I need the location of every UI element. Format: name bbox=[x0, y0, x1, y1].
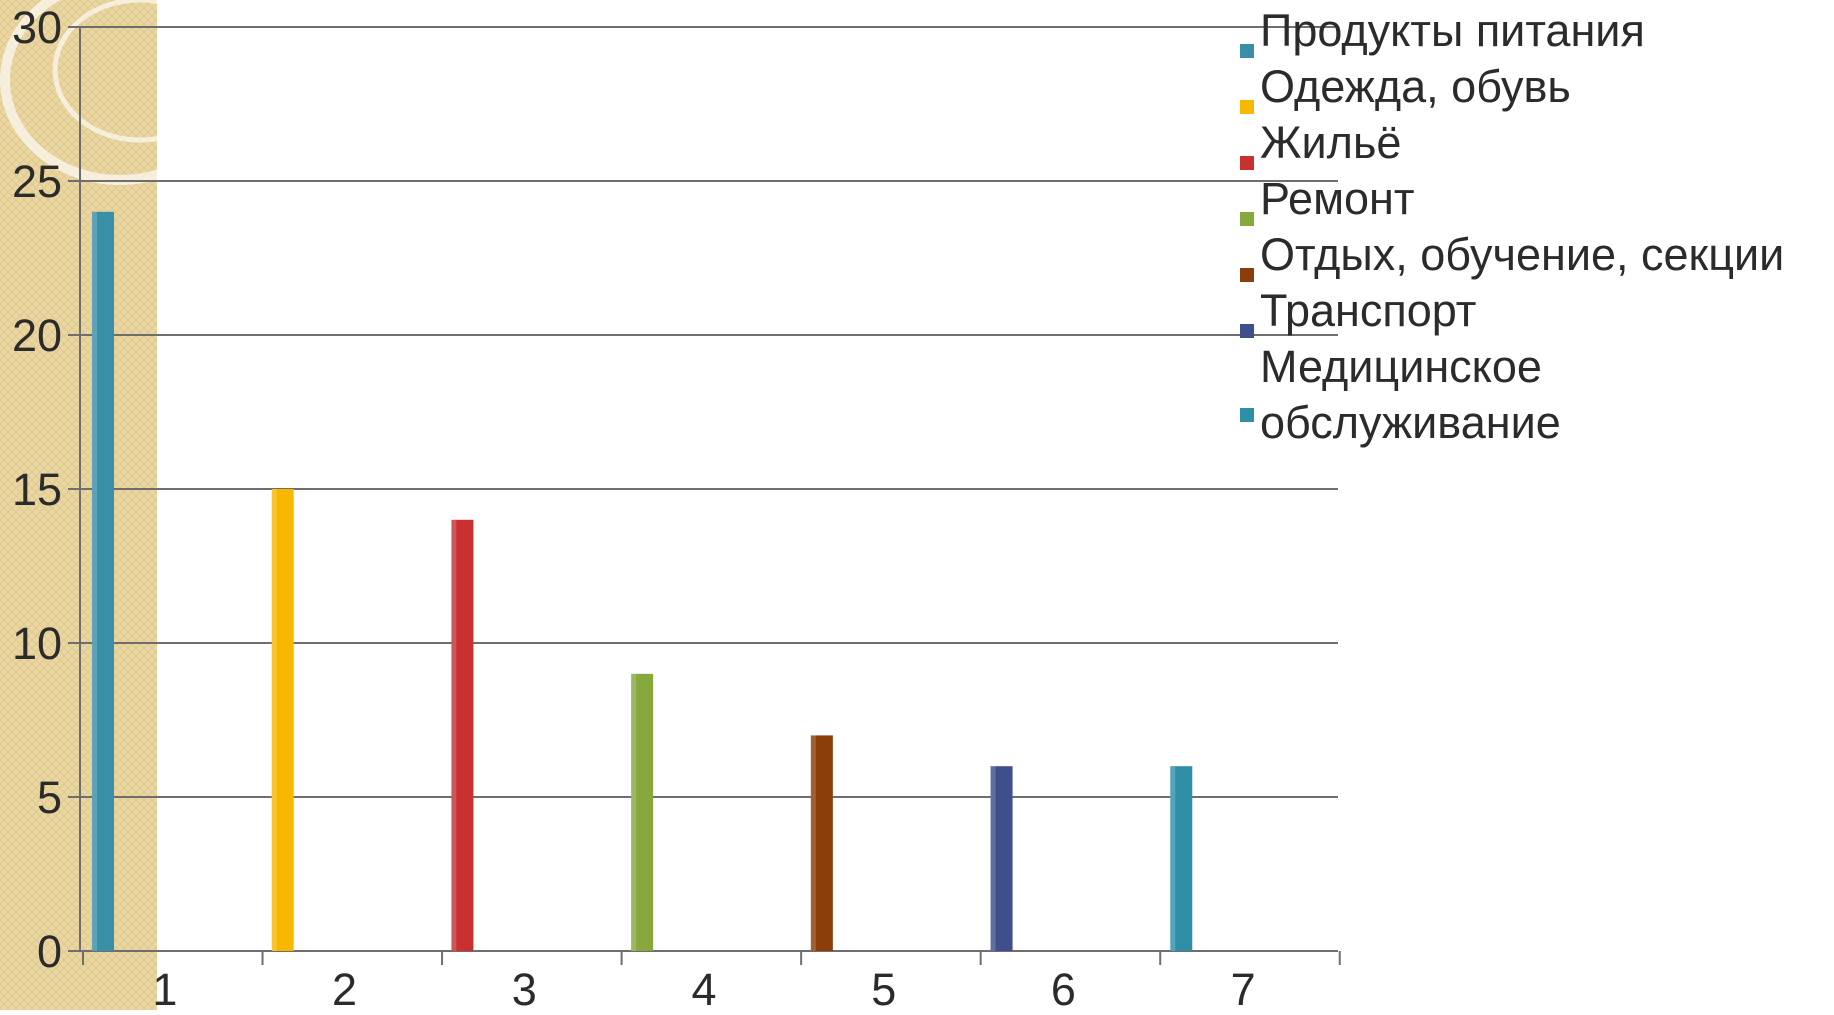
x-tick-labels: 1 2 3 4 5 6 7 bbox=[152, 964, 1256, 1015]
bar bbox=[271, 489, 294, 951]
y-tick-label: 20 bbox=[12, 310, 62, 361]
legend-label: Одежда, обувь bbox=[1260, 61, 1571, 112]
bar bbox=[810, 735, 833, 951]
x-tick-label: 6 bbox=[1051, 964, 1076, 1010]
legend-swatch bbox=[1240, 156, 1254, 170]
y-tick-label: 25 bbox=[12, 156, 62, 207]
legend-swatch bbox=[1240, 212, 1254, 226]
legend-label: Жильё bbox=[1260, 117, 1401, 168]
legend-swatch bbox=[1240, 408, 1254, 422]
y-tick-label: 15 bbox=[12, 464, 62, 515]
bar bbox=[1170, 766, 1193, 951]
legend-label: Отдых, обучение, секции bbox=[1260, 229, 1784, 280]
x-tick-label: 7 bbox=[1231, 964, 1256, 1010]
bar bbox=[990, 766, 1013, 951]
bar bbox=[92, 211, 114, 952]
gridlines bbox=[80, 26, 1338, 798]
x-tick-label: 2 bbox=[332, 964, 357, 1010]
legend-label: Медицинское bbox=[1260, 341, 1542, 392]
bar-highlight bbox=[631, 673, 637, 951]
bar-highlight bbox=[451, 519, 457, 951]
bar-highlight bbox=[990, 766, 996, 951]
bar-highlight bbox=[810, 735, 816, 951]
y-tick-label: 30 bbox=[12, 2, 62, 53]
legend-label: Продукты питания bbox=[1260, 5, 1645, 56]
bar-highlight bbox=[271, 489, 277, 951]
legend-label: Транспорт bbox=[1260, 285, 1476, 336]
legend-swatch bbox=[1240, 324, 1254, 338]
x-tick-label: 4 bbox=[691, 964, 716, 1010]
y-tick-label: 0 bbox=[37, 926, 62, 977]
bar bbox=[451, 519, 474, 951]
x-tick-label: 3 bbox=[512, 964, 537, 1010]
legend-swatch bbox=[1240, 44, 1254, 58]
bars bbox=[92, 211, 1193, 952]
legend-swatch bbox=[1240, 268, 1254, 282]
bar-highlight bbox=[1170, 766, 1176, 951]
bar bbox=[631, 673, 654, 951]
y-tick-labels: 0 5 10 15 20 25 30 bbox=[12, 2, 62, 977]
y-tick-label: 5 bbox=[37, 772, 62, 823]
legend-label: Ремонт bbox=[1260, 173, 1415, 224]
axes bbox=[68, 26, 1341, 965]
x-tick-label: 5 bbox=[871, 964, 896, 1010]
x-tick-label: 1 bbox=[152, 964, 177, 1010]
bar-highlight bbox=[92, 211, 97, 952]
legend-swatch bbox=[1240, 100, 1254, 114]
legend-label: обслуживание bbox=[1260, 397, 1561, 448]
y-tick-label: 10 bbox=[12, 618, 62, 669]
